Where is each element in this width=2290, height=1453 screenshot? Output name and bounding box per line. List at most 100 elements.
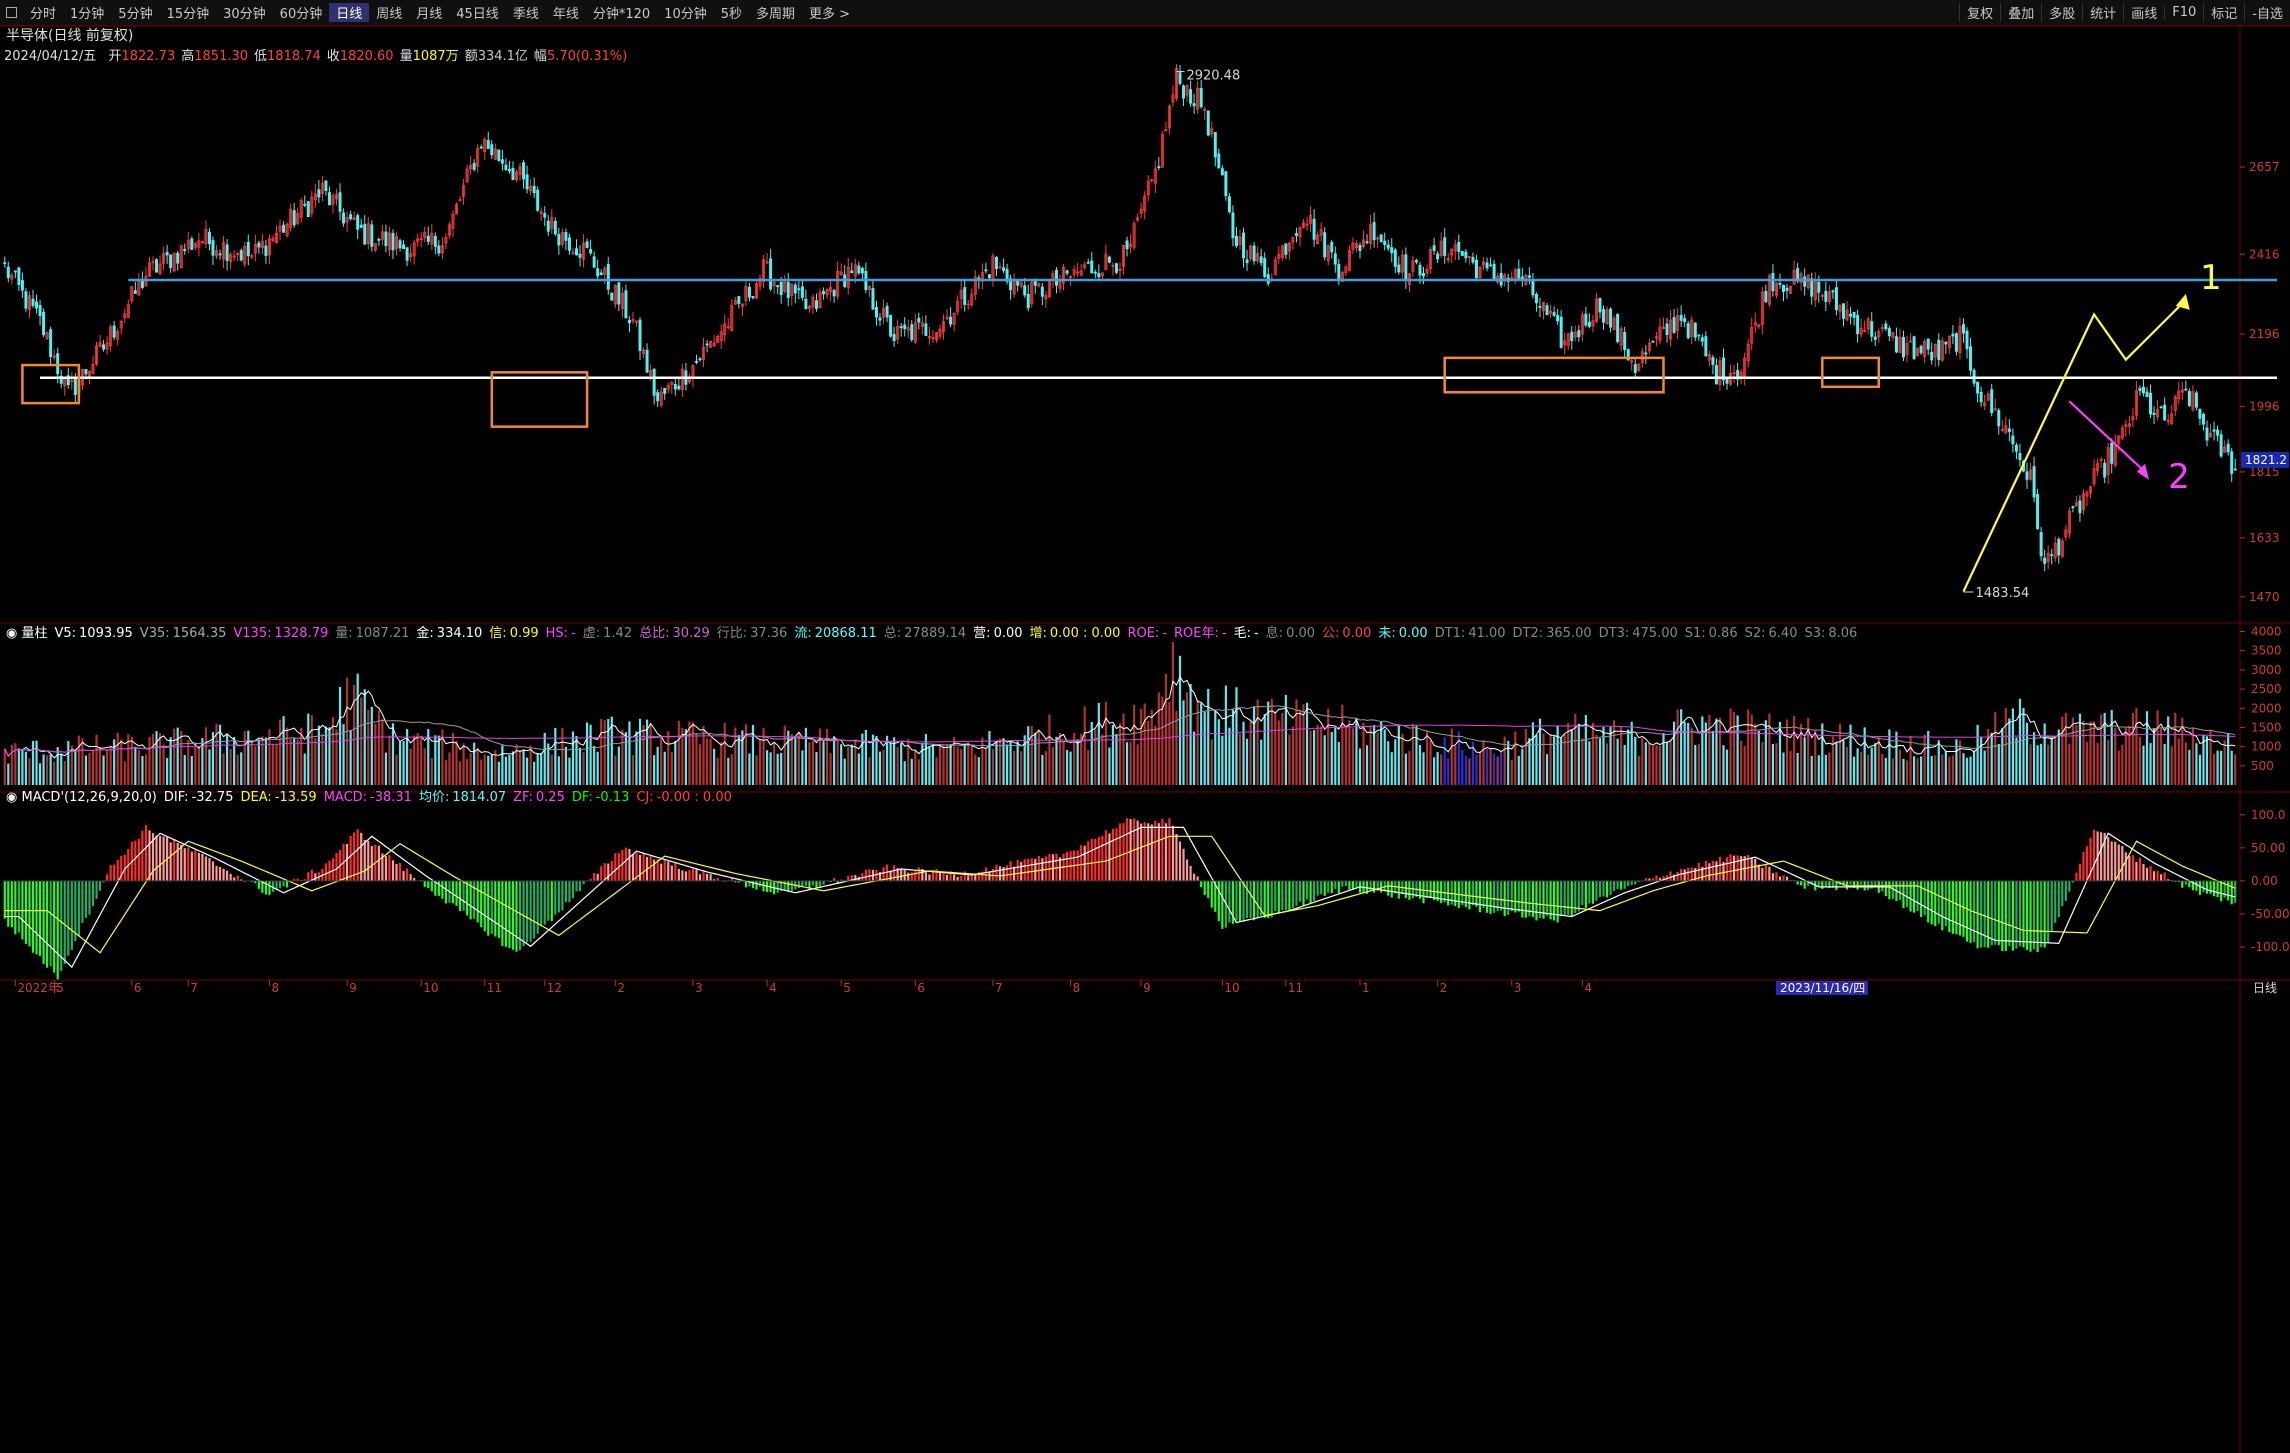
volume-bar xyxy=(1863,727,1866,785)
volume-bar xyxy=(2071,717,2074,785)
macd-tick: 100.0 xyxy=(2251,808,2285,822)
candle-body xyxy=(2120,427,2124,439)
macd-bar xyxy=(1577,880,1580,912)
period-tab[interactable]: 分钟*120 xyxy=(592,7,651,22)
candle-body xyxy=(1026,294,1030,309)
candle-body xyxy=(1273,259,1277,276)
macd-bar xyxy=(1002,867,1005,881)
period-tab[interactable]: 日线 xyxy=(329,3,370,22)
period-tab[interactable]: 45日线 xyxy=(456,7,499,22)
period-tab[interactable]: 60分钟 xyxy=(279,7,323,22)
candle-body xyxy=(158,263,162,274)
toolbar-button[interactable]: 复权 xyxy=(1959,3,2000,22)
field-label: 低 xyxy=(254,49,267,64)
macd-bar xyxy=(204,856,208,881)
candle-body xyxy=(1019,282,1023,287)
volume-bar xyxy=(603,720,606,785)
volume-bar xyxy=(751,725,755,785)
volume-bar xyxy=(1394,739,1397,785)
candle-body xyxy=(2230,451,2234,474)
candle-body xyxy=(1037,283,1041,287)
volume-bar xyxy=(38,763,42,785)
volume-bar xyxy=(243,730,246,785)
period-tab[interactable]: 10分钟 xyxy=(664,7,707,22)
macd-bar xyxy=(208,858,211,881)
candle-body xyxy=(726,325,730,329)
macd-bar xyxy=(762,880,765,892)
layout-icon[interactable] xyxy=(6,7,17,18)
toolbar-button[interactable]: 叠加 xyxy=(2000,3,2041,22)
volume-bar xyxy=(2061,716,2064,785)
macd-bar xyxy=(589,878,592,881)
volume-pane[interactable] xyxy=(3,641,2237,785)
period-tab[interactable]: 月线 xyxy=(416,7,443,22)
macd-bar xyxy=(2167,879,2170,881)
candle-body xyxy=(1326,245,1330,262)
macd-bar xyxy=(2198,880,2202,895)
candle-body xyxy=(405,247,409,261)
period-tab[interactable]: 15分钟 xyxy=(166,7,210,22)
candle-body xyxy=(578,253,582,258)
volume-bar xyxy=(74,750,77,785)
toolbar-button[interactable]: 统计 xyxy=(2082,3,2123,22)
toolbar-button[interactable]: -自选 xyxy=(2244,3,2290,22)
macd-bar xyxy=(1672,874,1676,881)
period-tab[interactable]: 多周期 xyxy=(756,7,796,22)
macd-bar xyxy=(10,880,13,928)
volume-bar xyxy=(522,749,525,785)
volume-bar xyxy=(1577,723,1580,785)
macd-bar xyxy=(1355,880,1358,889)
macd-pane[interactable] xyxy=(3,818,2237,980)
volume-bar xyxy=(2152,728,2156,785)
period-tab[interactable]: 30分钟 xyxy=(223,7,266,22)
macd-bar xyxy=(2138,858,2142,881)
toolbar-button[interactable]: F10 xyxy=(2164,5,2203,20)
candle-body xyxy=(1884,323,1888,330)
macd-bar xyxy=(1718,856,1722,881)
indicator-value: 41.00 xyxy=(1468,626,1505,641)
highlight-box xyxy=(1821,356,1881,389)
candle-body xyxy=(264,245,268,256)
period-tab[interactable]: 5秒 xyxy=(720,7,742,22)
period-tab[interactable]: 分时 xyxy=(30,7,57,22)
candle-body xyxy=(1711,357,1715,365)
volume-bar xyxy=(1856,748,1859,785)
period-tab[interactable]: 1分钟 xyxy=(70,7,105,22)
macd-bar xyxy=(95,880,98,899)
period-tab[interactable]: 季线 xyxy=(512,7,539,22)
volume-bar xyxy=(402,741,405,785)
volume-ma-line xyxy=(4,675,2236,759)
volume-bar xyxy=(656,746,659,785)
x-tick: 2 xyxy=(617,981,625,995)
macd-bar xyxy=(444,880,448,904)
candle-body xyxy=(1602,309,1605,323)
macd-bar xyxy=(1348,880,1351,890)
period-tab[interactable]: 周线 xyxy=(376,7,403,22)
volume-bar xyxy=(10,744,13,785)
toolbar-button[interactable]: 画线 xyxy=(2123,3,2164,22)
period-tab[interactable]: 年线 xyxy=(552,7,579,22)
period-tab[interactable]: 更多 > xyxy=(809,7,851,22)
period-tab[interactable]: 5分钟 xyxy=(118,7,153,22)
volume-bar xyxy=(187,739,190,785)
volume-bar xyxy=(1440,754,1443,785)
candle-body xyxy=(620,293,624,309)
macd-bar xyxy=(811,880,815,886)
candle-body xyxy=(762,259,766,282)
candle-body xyxy=(1753,322,1757,326)
macd-bar xyxy=(1729,854,1732,881)
candle-body xyxy=(1054,269,1058,286)
toolbar-button[interactable]: 多股 xyxy=(2041,3,2082,22)
volume-bar xyxy=(1867,754,1870,785)
toolbar-button[interactable]: 标记 xyxy=(2203,3,2244,22)
candle-body xyxy=(1429,248,1433,270)
macd-bar xyxy=(84,880,88,918)
volume-bar xyxy=(1245,738,1249,785)
macd-bar xyxy=(1531,880,1535,917)
volume-bar xyxy=(2011,708,2014,785)
candle-body xyxy=(24,291,28,309)
macd-bar xyxy=(353,832,356,881)
candle-body xyxy=(20,280,24,291)
